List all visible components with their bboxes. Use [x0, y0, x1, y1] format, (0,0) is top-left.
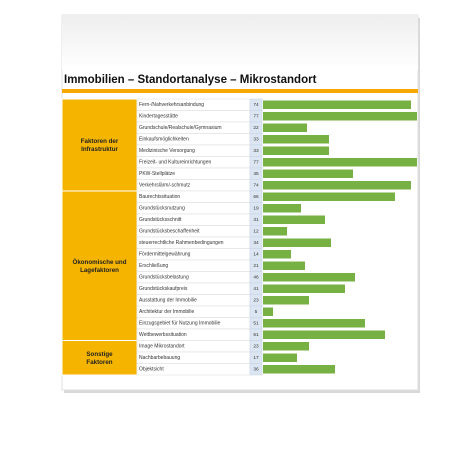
- row-value: 61: [253, 332, 259, 338]
- row-label: Einzugsgebiet für Nutzung Immobilie: [139, 321, 221, 327]
- row-label: Fördermittelgewährung: [139, 252, 191, 258]
- bar: [263, 250, 291, 259]
- group-cell: [61, 190, 138, 341]
- value-cell: [249, 363, 263, 376]
- row-label: Wettbewerbssituation: [139, 332, 187, 338]
- row-label: steuerrechtliche Rahmenbedingungen: [139, 240, 224, 246]
- row-value: 23: [253, 298, 259, 304]
- bar: [263, 123, 307, 132]
- row-label: Grundstücksbelastung: [139, 275, 189, 281]
- bar: [263, 227, 287, 236]
- row-label: Grundstücksschnitt: [139, 217, 182, 223]
- sheet-header: [62, 15, 418, 70]
- row-label: Verkehrslärm/-schmutz: [139, 183, 191, 189]
- bar: [263, 296, 309, 305]
- row-value: 66: [253, 194, 259, 200]
- row-label: Fern-/Nahverkehrsanbindung: [139, 102, 204, 108]
- row-label: Erschließung: [139, 263, 168, 269]
- row-value: 45: [253, 171, 259, 177]
- bar: [263, 181, 411, 190]
- bar: [263, 146, 329, 155]
- row-label: Image Mikrostandort: [139, 344, 185, 350]
- bar: [263, 365, 335, 374]
- row-value: 17: [253, 355, 259, 361]
- bar: [263, 330, 385, 339]
- title-rule: [62, 89, 418, 93]
- bar: [263, 319, 365, 328]
- row-label: Grundschule/Realschule/Gymnasium: [139, 125, 222, 131]
- bar: [263, 100, 411, 109]
- row-label: Einkaufsmöglichkeiten: [139, 137, 189, 143]
- row-label: Kindertagesstätte: [139, 114, 178, 120]
- bar: [263, 158, 417, 167]
- bar: [263, 204, 301, 213]
- bar: [263, 261, 305, 270]
- row-value: 74: [253, 183, 259, 189]
- row-label: Architektur der Immobilie: [139, 309, 195, 315]
- bar: [263, 192, 395, 201]
- bar: [263, 112, 417, 121]
- row-label: Baurechtssituation: [139, 194, 180, 200]
- group-cell: [61, 340, 138, 376]
- row-value: 21: [253, 263, 259, 269]
- row-label: Medizinische Versorgung: [139, 148, 195, 154]
- row-value: 33: [253, 137, 259, 143]
- row-value: 14: [253, 252, 259, 258]
- bar: [263, 342, 309, 351]
- row-value: 41: [253, 286, 259, 292]
- row-value: 19: [253, 206, 259, 212]
- bar: [263, 284, 345, 293]
- row-value: 33: [253, 148, 259, 154]
- bar: [263, 169, 353, 178]
- row-label: Grundstückskaufpreis: [139, 286, 188, 292]
- row-label: Grundstücksnutzung: [139, 206, 185, 212]
- row-value: 46: [253, 275, 259, 281]
- title: Immobilien – Standortanalyse – Mikrostan…: [64, 74, 317, 86]
- group-cell: [61, 98, 138, 192]
- row-value: 22: [253, 125, 259, 131]
- bar: [263, 307, 273, 316]
- row-value: 51: [253, 321, 259, 327]
- row-value: 31: [253, 217, 259, 223]
- row-value: 74: [253, 102, 259, 108]
- row-value: 34: [253, 240, 259, 246]
- bar: [263, 238, 331, 247]
- group-label: Faktoren der Infrastruktur: [81, 138, 119, 153]
- row-value: 12: [253, 229, 259, 235]
- row-label: Nachbarbebauung: [139, 355, 180, 361]
- group-label: Sonstige Faktoren: [86, 350, 113, 365]
- bar: [263, 353, 297, 362]
- row-value: 5: [255, 309, 258, 315]
- bar: [263, 215, 325, 224]
- row-label: PKW-Stellplätze: [139, 171, 175, 177]
- row-label: Objektsicht: [139, 367, 164, 373]
- group-label: Ökonomische und Lagefaktoren: [73, 258, 127, 273]
- bar: [263, 135, 329, 144]
- row-value: 23: [253, 344, 259, 350]
- row-value: 77: [253, 160, 259, 166]
- row-label: Grundstücksbeschaffenheit: [139, 229, 200, 235]
- row-label: Ausstattung der Immobilie: [139, 298, 197, 304]
- bar: [263, 273, 355, 282]
- row-label: Freizeit- und Kultureinrichtungen: [139, 160, 211, 166]
- row-value: 77: [253, 114, 259, 120]
- row-value: 36: [253, 367, 259, 373]
